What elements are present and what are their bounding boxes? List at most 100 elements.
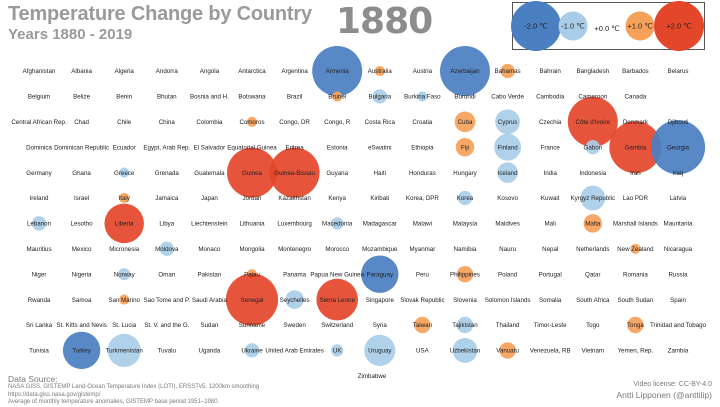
country-label: Singapore bbox=[366, 297, 395, 304]
country-label: Guyana bbox=[326, 170, 348, 177]
country-label: Qatar bbox=[585, 271, 600, 278]
bubble bbox=[331, 217, 344, 230]
country-label: Czechia bbox=[539, 119, 562, 126]
country-label: Georgia bbox=[667, 144, 690, 151]
bubble bbox=[118, 268, 131, 281]
bubble bbox=[494, 133, 522, 161]
country-label: Djibouti bbox=[668, 119, 689, 126]
bubble bbox=[454, 111, 476, 133]
country-label: Ukraine bbox=[241, 348, 263, 355]
legend-label: -1.0 ℃ bbox=[561, 22, 585, 31]
country-label: Kenya bbox=[328, 195, 346, 202]
country-labels: Afghanistan Albania Algeria Andorra Angola An… bbox=[11, 68, 706, 380]
country-label: Israel bbox=[74, 195, 89, 202]
country-label: Panama bbox=[283, 271, 307, 278]
country-label: Dominica bbox=[26, 144, 52, 151]
country-label: Niger bbox=[32, 271, 47, 278]
country-label: Kazakhstan bbox=[278, 195, 311, 202]
country-label: Colombia bbox=[196, 119, 223, 126]
chart-subtitle: Years 1880 - 2019 bbox=[8, 26, 133, 43]
country-label: Cuba bbox=[458, 119, 473, 126]
country-label: Malaysia bbox=[453, 221, 478, 228]
country-label: Greece bbox=[114, 170, 135, 177]
country-label: UK bbox=[333, 348, 342, 355]
country-label: Indonesia bbox=[579, 170, 606, 177]
country-label: St. Lucia bbox=[112, 322, 137, 329]
bubble bbox=[455, 137, 475, 157]
country-label: Dominican Republic bbox=[54, 144, 109, 151]
bubble bbox=[609, 121, 662, 174]
country-label: Afghanistan bbox=[23, 68, 56, 75]
country-label: Germany bbox=[26, 170, 52, 177]
bubble bbox=[495, 109, 520, 135]
country-label: Taiwan bbox=[413, 322, 433, 329]
country-label: Argentina bbox=[281, 68, 308, 75]
country-label: Uganda bbox=[199, 348, 221, 355]
country-label: Rwanda bbox=[28, 297, 51, 304]
country-label: Hungary bbox=[453, 170, 477, 177]
legend-circle bbox=[625, 11, 655, 41]
bubble bbox=[456, 266, 474, 283]
country-label: St. Kitts and Nevis bbox=[56, 322, 107, 329]
data-source-heading: Data Source: bbox=[8, 374, 58, 384]
bubble bbox=[246, 116, 258, 127]
country-label: Cameroon bbox=[578, 94, 607, 101]
country-label: Philippines bbox=[450, 271, 480, 278]
country-label: Bulgaria bbox=[368, 94, 391, 101]
legend-label: +0.0 ℃ bbox=[594, 24, 620, 33]
bubble bbox=[361, 255, 399, 293]
country-label: France bbox=[541, 144, 561, 151]
country-label: Côte d'Ivoire bbox=[576, 119, 611, 126]
country-label: Costa Rica bbox=[365, 119, 396, 126]
country-label: Malawi bbox=[413, 221, 432, 228]
bubble bbox=[119, 192, 130, 204]
country-label: Antarctica bbox=[238, 68, 266, 75]
bubble bbox=[364, 334, 396, 366]
bubble bbox=[456, 316, 474, 334]
country-label: Sudan bbox=[200, 322, 218, 329]
country-label: Finland bbox=[497, 144, 518, 151]
country-label: Bahrain bbox=[540, 68, 562, 75]
bubble bbox=[583, 214, 603, 233]
country-label: Austria bbox=[413, 68, 433, 75]
country-label: Iraq bbox=[673, 170, 684, 177]
country-label: Sao Tome and P. bbox=[144, 297, 191, 304]
country-label: El Salvador bbox=[194, 144, 226, 151]
country-label: Korea, DPR bbox=[406, 195, 440, 202]
country-label: Zambia bbox=[668, 348, 689, 355]
bubble bbox=[119, 294, 130, 305]
country-label: Sri Lanka bbox=[26, 322, 53, 329]
country-label: South Sudan bbox=[618, 297, 654, 304]
data-source-url[interactable]: https://data.giss.nasa.gov/gistemp/ bbox=[8, 391, 101, 398]
country-label: Turkmenistan bbox=[106, 348, 144, 355]
country-label: Norway bbox=[114, 271, 136, 278]
country-label: Bangladesh bbox=[576, 68, 609, 75]
country-label: South Africa bbox=[576, 297, 610, 304]
country-label: Canada bbox=[625, 94, 647, 101]
country-label: Botswana bbox=[238, 94, 266, 101]
bubble bbox=[331, 344, 344, 357]
country-label: Zimbabwe bbox=[358, 373, 387, 380]
country-label: Palau bbox=[244, 271, 260, 278]
country-label: USA bbox=[416, 348, 430, 355]
country-label: Tunisia bbox=[29, 348, 49, 355]
country-label: Armenia bbox=[326, 68, 350, 75]
bubble bbox=[497, 162, 518, 183]
country-label: Ghana bbox=[72, 170, 91, 177]
bubble bbox=[244, 343, 260, 358]
country-label: Marshall Islands bbox=[613, 221, 658, 228]
country-label: Cambodia bbox=[536, 94, 565, 101]
country-label: Madagascar bbox=[363, 221, 397, 228]
country-label: Australia bbox=[368, 68, 393, 75]
country-label: Mongolia bbox=[239, 246, 265, 253]
country-label: Bosnia and H. bbox=[190, 94, 229, 101]
country-label: Timor-Leste bbox=[534, 322, 567, 329]
country-label: Congo, R bbox=[324, 119, 351, 126]
country-label: Kosovo bbox=[497, 195, 518, 202]
country-label: Portugal bbox=[539, 271, 562, 278]
author-text: Antti Lipponen (@anttilip) bbox=[616, 390, 712, 400]
country-label: Morocco bbox=[325, 246, 349, 253]
country-label: Luxembourg bbox=[277, 221, 312, 228]
country-label: Turkey bbox=[72, 348, 92, 355]
